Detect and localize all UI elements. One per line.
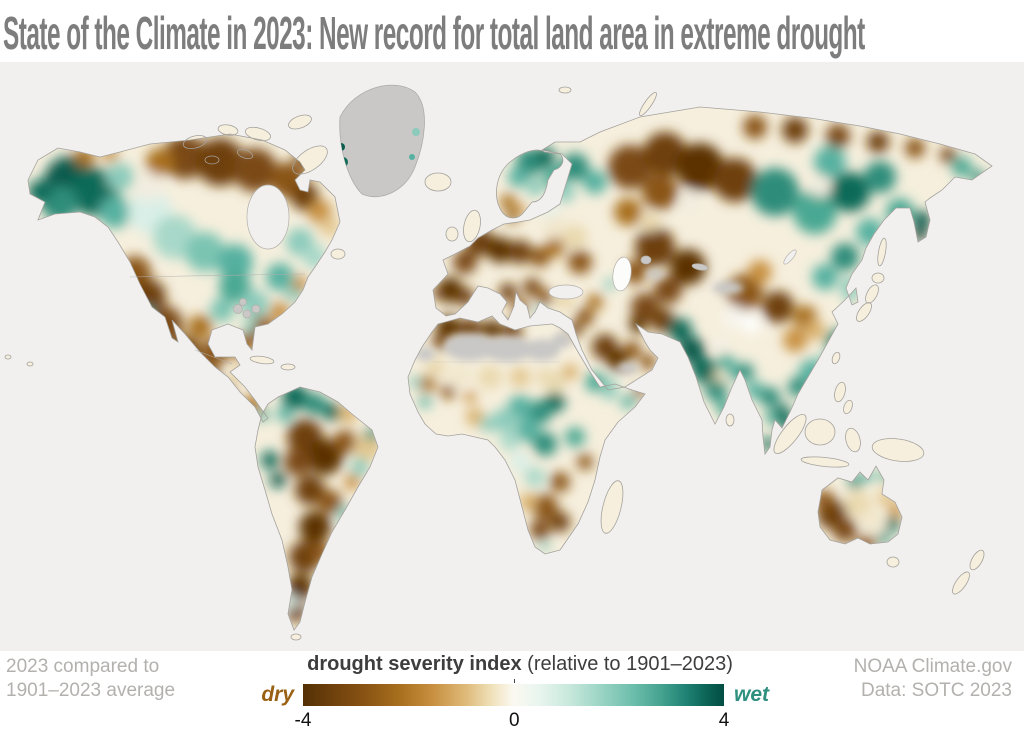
colorbar-ticks: -4 0 4 [295, 710, 730, 734]
anomaly-layer [5, 115, 985, 622]
comparison-note-line2: 1901–2023 average [6, 680, 176, 701]
no-data-layer [415, 269, 744, 374]
map-area [0, 62, 1024, 651]
country-borders [129, 273, 560, 365]
tick-min: -4 [294, 710, 312, 731]
colorbar-row: dry wet [250, 679, 790, 707]
world-drought-map [4, 84, 993, 641]
tick-max: 4 [718, 710, 730, 731]
wet-label: wet [734, 683, 770, 706]
hudson-bay [246, 184, 290, 250]
page-title: State of the Climate in 2023: New record… [3, 7, 865, 59]
colorbar-zero-tick [513, 679, 515, 683]
greenland-no-data [339, 84, 425, 198]
footer: 2023 compared to 1901–2023 average droug… [0, 651, 1024, 742]
attribution-line2: Data: SOTC 2023 [860, 680, 1012, 701]
caspian-sea [612, 256, 632, 292]
legend-title-rest: (relative to 1901–2023) [521, 653, 733, 675]
colorbar-wrap [303, 679, 724, 706]
dry-label: dry [261, 683, 294, 706]
legend-title-bold: drought severity index [307, 653, 522, 675]
attribution-line1: NOAA Climate.gov [853, 656, 1012, 677]
lake-balkhash [691, 263, 709, 271]
legend-title: drought severity index (relative to 1901… [250, 653, 790, 676]
comparison-note: 2023 compared to 1901–2023 average [6, 655, 175, 703]
comparison-note-line1: 2023 compared to [6, 656, 160, 677]
legend: drought severity index (relative to 1901… [250, 653, 790, 734]
tick-zero: 0 [509, 710, 520, 731]
black-sea [548, 284, 584, 300]
aral-sea [640, 255, 652, 265]
title-bar: State of the Climate in 2023: New record… [0, 0, 1024, 62]
attribution: NOAA Climate.gov Data: SOTC 2023 [854, 655, 1012, 703]
lake-baikal [783, 249, 797, 265]
lakes [233, 184, 797, 319]
colorbar [303, 684, 724, 706]
